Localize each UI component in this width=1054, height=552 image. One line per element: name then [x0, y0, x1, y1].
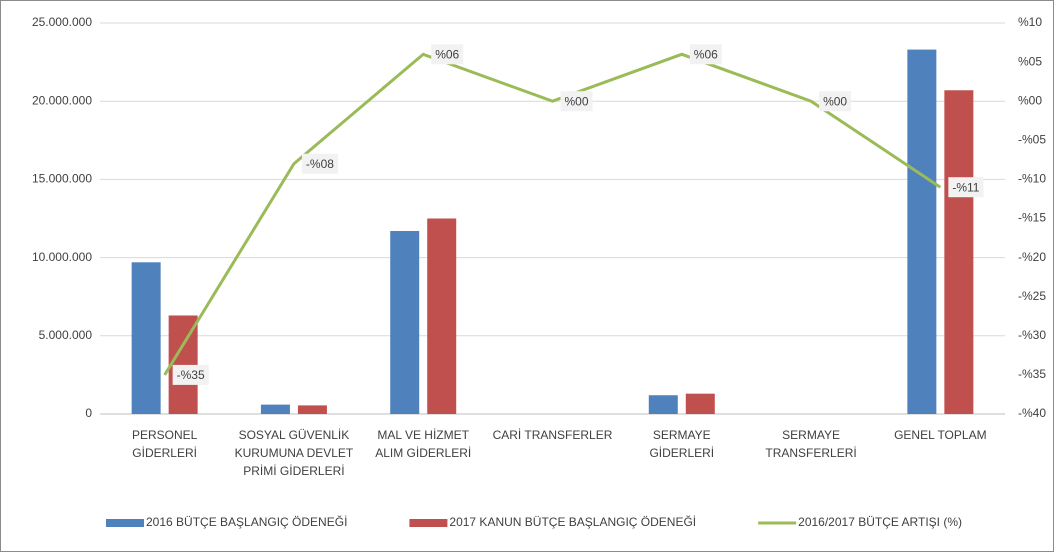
data-label-bg — [431, 44, 464, 65]
x-tick-label: MAL VE HİZMET ALIM GİDERLERİ — [375, 428, 472, 460]
y-tick-label: 5.000.000 — [39, 328, 93, 342]
legend-label: 2017 KANUN BÜTÇE BAŞLANGIÇ ÖDENEĞİ — [449, 514, 696, 529]
bar — [944, 90, 974, 414]
data-label: -%08 — [301, 153, 338, 174]
data-label: -%11 — [948, 177, 984, 198]
y2-tick-label: -%15 — [1018, 211, 1046, 225]
y2-tick-label: %05 — [1018, 54, 1042, 68]
data-label-text: %00 — [823, 94, 847, 108]
data-label-bg — [301, 153, 338, 174]
legend-swatch — [409, 519, 448, 527]
x-tick-label: CARİ TRANSFERLER — [492, 428, 613, 442]
data-label-text: %06 — [694, 47, 718, 61]
bar — [297, 405, 327, 414]
y-tick-label: 0 — [85, 406, 92, 420]
bar — [260, 404, 290, 414]
legend-label: 2016/2017 BÜTÇE ARTIŞI (%) — [798, 515, 962, 529]
data-label-text: -%11 — [952, 180, 979, 194]
y-tick-label: 10.000.000 — [32, 250, 92, 264]
y2-tick-label: -%30 — [1018, 328, 1046, 342]
y2-tick-label: -%10 — [1018, 172, 1046, 186]
y-tick-label: 25.000.000 — [32, 15, 92, 29]
y-tick-label: 20.000.000 — [32, 93, 92, 107]
bar — [907, 49, 937, 414]
data-label: %06 — [431, 44, 464, 65]
y2-tick-label: -%35 — [1018, 367, 1046, 381]
data-label-bg — [689, 44, 722, 65]
data-label: %00 — [560, 91, 593, 112]
bar — [685, 393, 715, 414]
x-tick-label: GENEL TOPLAM — [894, 428, 987, 442]
y2-tick-label: -%25 — [1018, 289, 1046, 303]
line — [163, 52, 942, 376]
data-label-bg — [172, 364, 209, 385]
bar — [131, 262, 161, 414]
x-tick-label: SOSYAL GÜVENLİK KURUMUNA DEVLET PRİMİ Gİ… — [234, 428, 354, 478]
data-label-text: %00 — [565, 94, 589, 108]
y2-tick-label: %10 — [1018, 15, 1042, 29]
data-label: %06 — [689, 44, 722, 65]
y2-tick-label: -%20 — [1018, 250, 1046, 264]
y2-tick-label: -%05 — [1018, 132, 1046, 146]
data-label-bg — [948, 177, 984, 198]
x-tick-label: SERMAYE TRANSFERLERİ — [765, 428, 857, 460]
data-label-text: -%35 — [177, 368, 205, 382]
legend-swatch — [106, 519, 144, 527]
legend-label: 2016 BÜTÇE BAŞLANGIÇ ÖDENEĞİ — [146, 514, 347, 529]
y2-tick-label: -%40 — [1018, 406, 1046, 420]
data-label: %00 — [819, 91, 852, 112]
x-tick-label: PERSONEL GİDERLERİ — [131, 428, 198, 460]
data-label: -%35 — [172, 364, 209, 385]
data-label-bg — [819, 91, 852, 112]
bar — [168, 315, 198, 414]
y2-tick-label: %00 — [1018, 93, 1042, 107]
x-tick-label: SERMAYE GİDERLERİ — [649, 428, 715, 460]
data-label-text: %06 — [435, 47, 459, 61]
bar — [427, 218, 457, 414]
bar — [390, 231, 420, 414]
y-tick-label: 15.000.000 — [32, 172, 92, 186]
data-label-bg — [560, 91, 593, 112]
data-label-text: -%08 — [306, 157, 334, 171]
bar — [648, 395, 678, 414]
